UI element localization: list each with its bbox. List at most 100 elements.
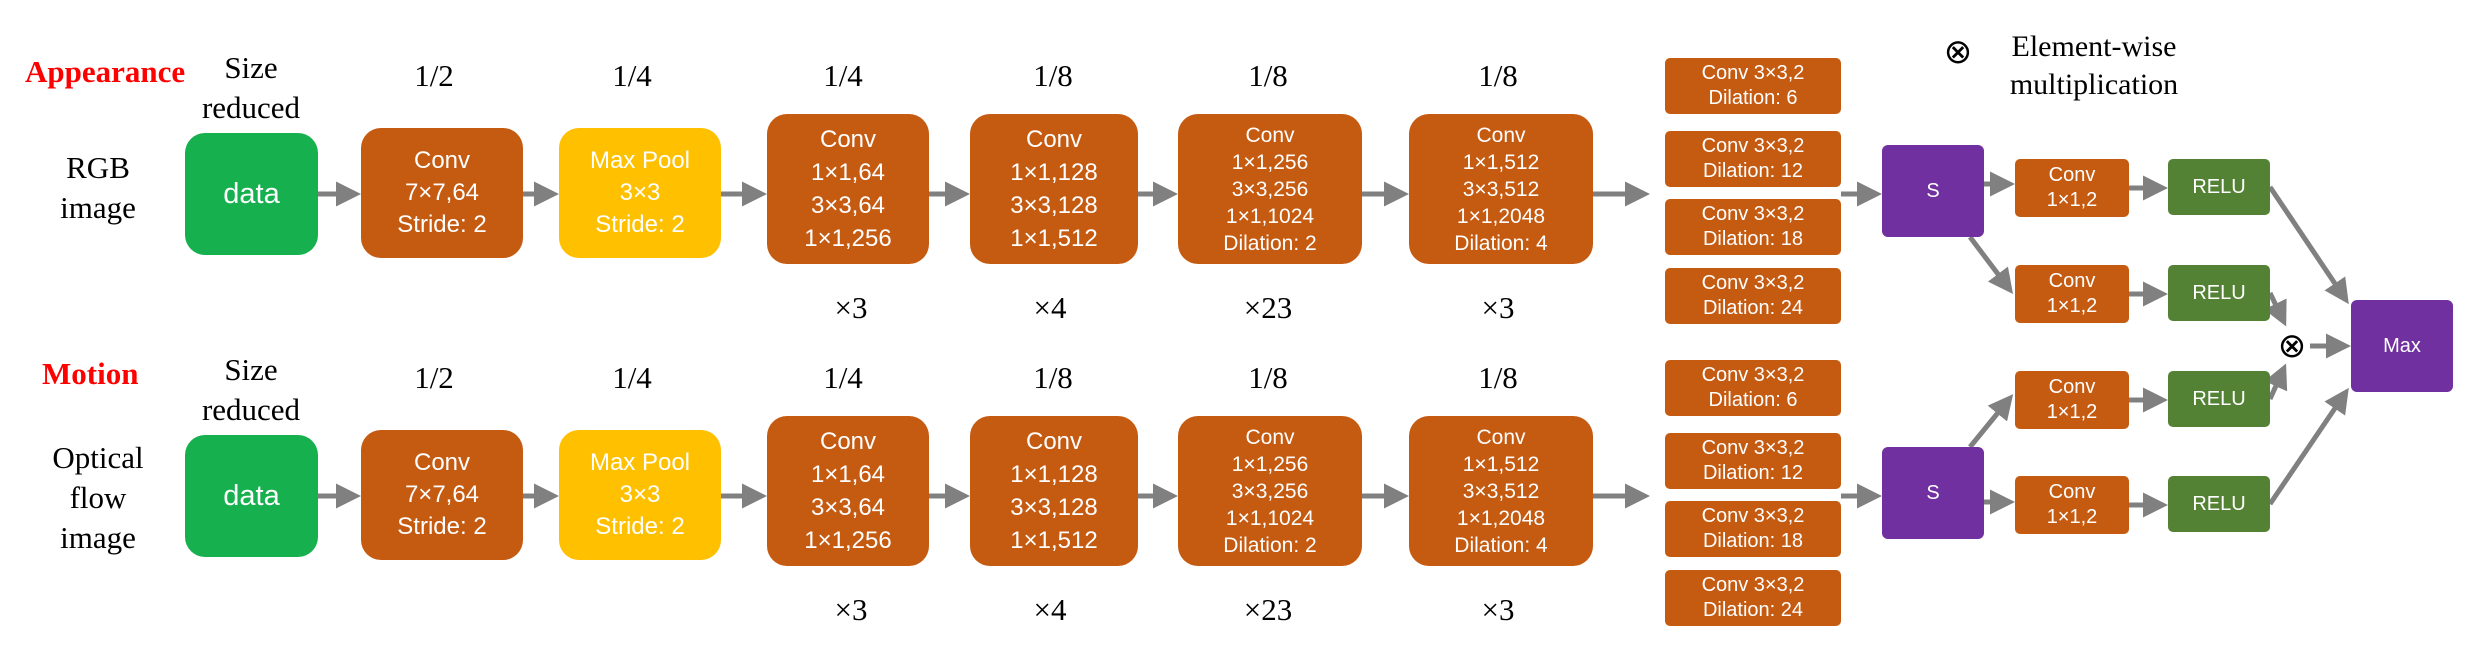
conv1-block-line: Conv [413, 147, 471, 174]
repeat-label: ×23 [1243, 592, 1293, 627]
relu-block: RELU [2168, 371, 2270, 427]
res3-block-line: 1×1,128 [1010, 159, 1098, 186]
res4-block-line: 1×1,1024 [1225, 204, 1315, 228]
aspp-conv-block-line: Conv 3×3,2 [1701, 203, 1805, 225]
scale-label: 1/4 [823, 58, 863, 93]
res5-block: Conv 1×1,512 3×3,512 1×1,2048 Dilation: 4 [1409, 114, 1593, 264]
res4-block: Conv 1×1,256 3×3,256 1×1,1024 Dilation: 2 [1178, 416, 1362, 566]
size-reduced-label-line2: reduced [201, 392, 301, 427]
res2-block-line: 1×1,256 [804, 527, 892, 554]
res4-block-line: Dilation: 2 [1223, 231, 1317, 255]
res2-block: Conv 1×1,64 3×3,64 1×1,256 [767, 416, 929, 566]
relu-block: RELU [2168, 265, 2270, 321]
aspp-conv-block-line: Conv 3×3,2 [1701, 364, 1805, 386]
res5-block-line: Dilation: 4 [1454, 231, 1548, 255]
fusion-conv-line: Conv [2048, 376, 2096, 398]
aspp-conv-block-line: Dilation: 24 [1702, 297, 1804, 319]
res4-block: Conv 1×1,256 3×3,256 1×1,1024 Dilation: 2 [1178, 114, 1362, 264]
scale-label: 1/8 [1033, 58, 1073, 93]
aspp-conv-block: Conv 3×3,2 Dilation: 6 [1665, 360, 1841, 416]
arrow-sum2-conv-upper [1968, 394, 2014, 449]
size-reduced-label-line2: reduced [201, 90, 301, 125]
relu-block: RELU [2168, 476, 2270, 532]
fusion-conv-line: 1×1,2 [2046, 189, 2098, 211]
scale-label: 1/8 [1248, 58, 1288, 93]
res3-block-line: 3×3,128 [1010, 192, 1098, 219]
input-label-line3: image [60, 520, 136, 555]
res2-block-line: 3×3,64 [810, 192, 886, 219]
aspp-conv-block: Conv 3×3,2 Dilation: 12 [1665, 131, 1841, 187]
fusion-multiply-symbol: ⊗ [2277, 328, 2307, 365]
maxpool-block-line: 3×3 [619, 481, 661, 508]
relu-label: RELU [2192, 175, 2246, 198]
res2-block-line: Conv [819, 126, 877, 153]
res2-block-line: 1×1,256 [804, 225, 892, 252]
conv1-block-line: Stride: 2 [397, 211, 487, 238]
aspp-conv-block-line: Conv 3×3,2 [1701, 272, 1805, 294]
legend-text-line2: multiplication [2009, 68, 2179, 101]
res5-block-line: 1×1,2048 [1456, 506, 1546, 530]
fusion-conv-block: Conv 1×1,2 [2015, 476, 2129, 534]
sum-block: S [1882, 447, 1984, 539]
aspp-conv-block-line: Conv 3×3,2 [1701, 505, 1805, 527]
res3-block: Conv 1×1,128 3×3,128 1×1,512 [970, 416, 1138, 566]
res4-block-line: Conv [1245, 123, 1295, 147]
repeat-label: ×3 [834, 592, 868, 627]
res2-block: Conv 1×1,64 3×3,64 1×1,256 [767, 114, 929, 264]
fusion-conv-block: Conv 1×1,2 [2015, 371, 2129, 429]
res5-block-line: Conv [1476, 123, 1526, 147]
aspp-conv-block-line: Dilation: 12 [1702, 462, 1804, 484]
conv1-block: Conv 7×7,64 Stride: 2 [361, 430, 523, 560]
res3-block-line: 3×3,128 [1010, 494, 1098, 521]
res2-block-line: 3×3,64 [810, 494, 886, 521]
conv1-block-line: Stride: 2 [397, 513, 487, 540]
maxpool-block: Max Pool 3×3 Stride: 2 [559, 128, 721, 258]
res3-block-line: 1×1,128 [1010, 461, 1098, 488]
scale-label: 1/2 [414, 58, 454, 93]
res5-block-line: Dilation: 4 [1454, 533, 1548, 557]
repeat-label: ×23 [1243, 290, 1293, 325]
scale-label: 1/8 [1033, 360, 1073, 395]
res3-block-line: Conv [1025, 126, 1083, 153]
arrow-relu1-max [2267, 185, 2349, 305]
repeat-label: ×3 [834, 290, 868, 325]
maxpool-block-line: Stride: 2 [595, 513, 685, 540]
relu-block: RELU [2168, 159, 2270, 215]
scale-label: 1/4 [823, 360, 863, 395]
aspp-conv-block: Conv 3×3,2 Dilation: 18 [1665, 501, 1841, 557]
res3-block-line: Conv [1025, 428, 1083, 455]
maxpool-block-line: Max Pool [589, 449, 691, 476]
max-label: Max [2383, 334, 2421, 357]
fusion-conv-line: Conv [2048, 481, 2096, 503]
aspp-conv-block-line: Conv 3×3,2 [1701, 62, 1805, 84]
input-label-line1: RGB [66, 150, 130, 185]
fusion-conv-block: Conv 1×1,2 [2015, 159, 2129, 217]
sum-block: S [1882, 145, 1984, 237]
fusion-conv-line: 1×1,2 [2046, 506, 2098, 528]
res2-block-line: 1×1,64 [810, 159, 886, 186]
res5-block-line: 1×1,512 [1462, 452, 1540, 476]
aspp-conv-block-line: Conv 3×3,2 [1701, 135, 1805, 157]
stream-label-appearance: Appearance [25, 54, 186, 89]
aspp-conv-block-line: Conv 3×3,2 [1701, 437, 1805, 459]
multiply-symbol: ⊗ [1943, 34, 1973, 71]
scale-label: 1/4 [612, 360, 652, 395]
legend-text-line1: Element-wise [2011, 30, 2177, 63]
res4-block-line: 3×3,256 [1231, 479, 1309, 503]
res3-block-line: 1×1,512 [1010, 527, 1098, 554]
conv1-block-line: Conv [413, 449, 471, 476]
size-reduced-label-line1: Size [224, 50, 278, 85]
res2-block-line: 1×1,64 [810, 461, 886, 488]
fusion-conv-line: Conv [2048, 164, 2096, 186]
aspp-conv-block-line: Dilation: 24 [1702, 599, 1804, 621]
input-label-line2: image [60, 190, 136, 225]
res5-block-line: 1×1,2048 [1456, 204, 1546, 228]
scale-label: 1/8 [1248, 360, 1288, 395]
aspp-conv-block: Conv 3×3,2 Dilation: 6 [1665, 58, 1841, 114]
relu-label: RELU [2192, 281, 2246, 304]
res3-block-line: 1×1,512 [1010, 225, 1098, 252]
relu-label: RELU [2192, 387, 2246, 410]
maxpool-block-line: Max Pool [589, 147, 691, 174]
size-reduced-label-line1: Size [224, 352, 278, 387]
